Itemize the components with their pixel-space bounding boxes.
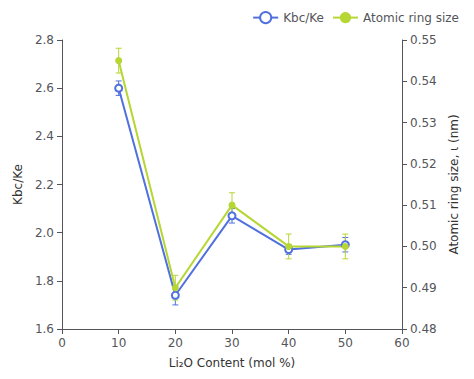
svg-text:0.51: 0.51 bbox=[410, 198, 437, 212]
svg-text:Atomic ring size: Atomic ring size bbox=[363, 11, 459, 25]
svg-text:0.52: 0.52 bbox=[410, 157, 437, 171]
svg-text:0.55: 0.55 bbox=[410, 33, 437, 47]
svg-text:2.2: 2.2 bbox=[35, 178, 54, 192]
svg-text:10: 10 bbox=[111, 336, 126, 350]
svg-text:40: 40 bbox=[281, 336, 296, 350]
svg-text:Atomic ring size, ι (nm): Atomic ring size, ι (nm) bbox=[447, 114, 461, 254]
svg-text:Li₂O Content (mol %): Li₂O Content (mol %) bbox=[169, 356, 296, 370]
svg-text:30: 30 bbox=[224, 336, 239, 350]
svg-text:0.53: 0.53 bbox=[410, 116, 437, 130]
svg-text:2.4: 2.4 bbox=[35, 129, 54, 143]
svg-text:50: 50 bbox=[338, 336, 353, 350]
svg-text:60: 60 bbox=[394, 336, 409, 350]
svg-text:2.0: 2.0 bbox=[35, 226, 54, 240]
svg-text:0.50: 0.50 bbox=[410, 239, 437, 253]
svg-text:20: 20 bbox=[168, 336, 183, 350]
svg-text:0: 0 bbox=[58, 336, 66, 350]
svg-text:2.6: 2.6 bbox=[35, 81, 54, 95]
svg-text:Kbc/Ke: Kbc/Ke bbox=[11, 164, 25, 205]
svg-text:0.48: 0.48 bbox=[410, 322, 437, 336]
svg-text:2.8: 2.8 bbox=[35, 33, 54, 47]
svg-text:1.6: 1.6 bbox=[35, 322, 54, 336]
svg-text:Kbc/Ke: Kbc/Ke bbox=[283, 11, 324, 25]
svg-text:1.8: 1.8 bbox=[35, 274, 54, 288]
svg-text:0.54: 0.54 bbox=[410, 74, 437, 88]
svg-text:0.49: 0.49 bbox=[410, 281, 437, 295]
